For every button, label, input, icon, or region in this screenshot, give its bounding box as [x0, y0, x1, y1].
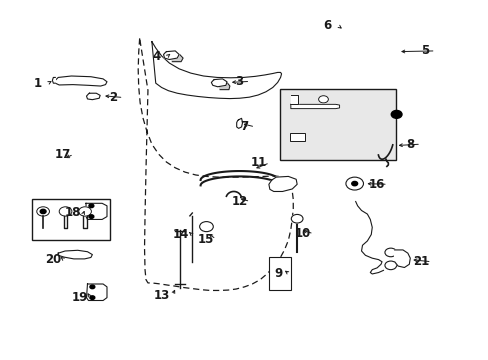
Circle shape: [59, 207, 72, 216]
Text: 2: 2: [108, 91, 117, 104]
Text: 17: 17: [55, 148, 71, 161]
Circle shape: [390, 111, 401, 118]
Text: 19: 19: [71, 291, 88, 304]
Text: 5: 5: [420, 44, 428, 57]
Text: 8: 8: [406, 138, 413, 150]
Text: 4: 4: [152, 50, 161, 63]
Polygon shape: [290, 95, 297, 104]
Polygon shape: [163, 51, 179, 59]
Circle shape: [384, 248, 396, 257]
Bar: [32, 199, 110, 240]
Circle shape: [384, 261, 396, 270]
Bar: [290, 133, 305, 140]
Polygon shape: [394, 250, 409, 267]
Text: 13: 13: [153, 289, 169, 302]
Text: 6: 6: [323, 19, 331, 32]
Text: 7: 7: [240, 121, 248, 134]
Text: 9: 9: [274, 267, 282, 280]
Text: 14: 14: [173, 228, 189, 241]
Polygon shape: [52, 77, 55, 83]
Polygon shape: [211, 79, 226, 87]
Polygon shape: [236, 118, 242, 129]
Text: 12: 12: [231, 195, 247, 208]
Text: 11: 11: [250, 156, 267, 169]
Polygon shape: [86, 93, 100, 100]
Circle shape: [89, 215, 94, 219]
Circle shape: [90, 285, 95, 289]
Circle shape: [40, 209, 46, 213]
Circle shape: [90, 296, 95, 300]
Circle shape: [89, 204, 94, 208]
Text: 21: 21: [412, 255, 428, 268]
Polygon shape: [218, 82, 229, 90]
Polygon shape: [86, 284, 107, 301]
Bar: [279, 89, 395, 160]
Circle shape: [351, 181, 357, 186]
Circle shape: [291, 215, 303, 223]
Bar: [268, 257, 290, 291]
Polygon shape: [86, 203, 107, 220]
Circle shape: [318, 96, 328, 103]
Text: 3: 3: [235, 75, 243, 88]
Text: 16: 16: [368, 178, 385, 191]
Polygon shape: [171, 54, 183, 62]
Polygon shape: [55, 76, 107, 86]
Circle shape: [79, 207, 91, 216]
Circle shape: [345, 177, 363, 190]
Polygon shape: [58, 250, 92, 259]
Polygon shape: [290, 104, 339, 109]
Text: 15: 15: [197, 233, 213, 246]
Circle shape: [199, 222, 213, 231]
Text: 10: 10: [294, 227, 310, 240]
Text: 20: 20: [45, 253, 61, 266]
Text: 18: 18: [64, 207, 81, 220]
Circle shape: [37, 207, 49, 216]
Polygon shape: [268, 176, 297, 192]
Text: 1: 1: [33, 77, 41, 90]
